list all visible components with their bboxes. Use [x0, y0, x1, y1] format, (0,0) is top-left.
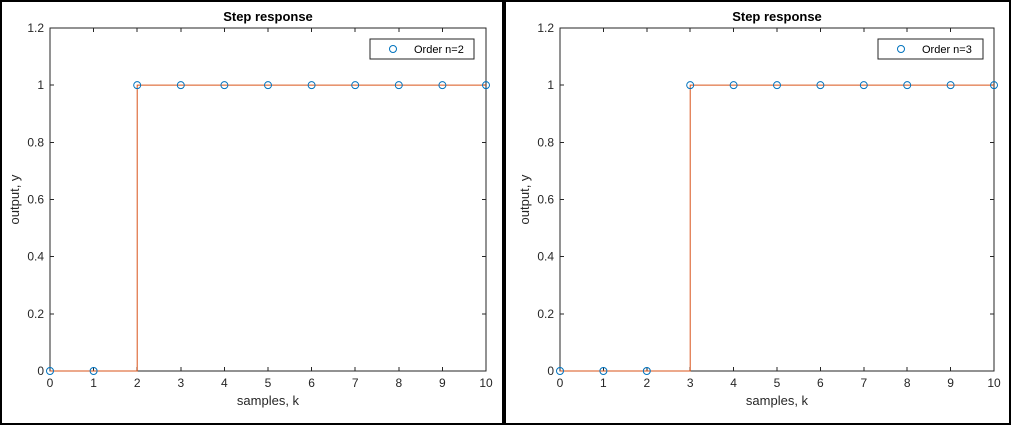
- legend: Order n=2: [369, 38, 475, 60]
- data-point-marker: [264, 81, 272, 90]
- y-tick-label: 0: [37, 364, 44, 378]
- chart-panel-right: Step response 0 1 2 3 4 5 6 7 8 9 10 0 0.2 0.4 0.6 0.8 1 1…: [504, 0, 1011, 425]
- y-tick-label: 0.8: [537, 135, 554, 149]
- data-point-marker: [686, 81, 695, 90]
- y-tick-label: 0.4: [27, 250, 44, 264]
- x-tick-label: 4: [730, 376, 737, 390]
- data-point-marker: [438, 81, 447, 90]
- legend-box: [877, 38, 984, 60]
- data-point-marker: [599, 367, 608, 375]
- x-axis-label: samples, k: [746, 393, 809, 408]
- x-tick-label: 6: [308, 376, 315, 390]
- legend-label: Order n=3: [922, 44, 972, 56]
- x-tick-label: 9: [947, 376, 954, 390]
- chart-title: Step response: [223, 9, 313, 24]
- y-tick-label: 0.4: [537, 250, 554, 264]
- data-point-marker: [46, 367, 54, 375]
- legend-box: [369, 38, 475, 60]
- step-response-chart-order-2: Step response 0 1 2 3 4 5 6 7 8 9 10 0 0.2 0.4 0.6 0.8 1 1…: [7, 9, 493, 408]
- x-tick-label: 3: [687, 376, 694, 390]
- data-point-marker: [990, 81, 998, 90]
- data-point-marker: [642, 367, 651, 375]
- legend-marker: [389, 45, 397, 53]
- x-tick-label: 5: [265, 376, 272, 390]
- x-tick-label: 8: [904, 376, 911, 390]
- data-point-marker: [176, 81, 185, 90]
- y-axis-label: output, y: [7, 174, 22, 224]
- x-tick-label: 10: [987, 376, 1001, 390]
- chart-title: Step response: [732, 9, 822, 24]
- y-tick-label: 1.2: [27, 21, 44, 35]
- x-tick-label: 9: [439, 376, 446, 390]
- x-tick-label: 3: [177, 376, 184, 390]
- y-tick-label: 0.8: [27, 135, 44, 149]
- chart-panel-left: Step response 0 1 2 3 4 5 6 7 8 9 10 0 0.2 0.4 0.6 0.8 1 1…: [0, 0, 504, 425]
- data-point-marker: [816, 81, 825, 90]
- step-response-chart-order-3: Step response 0 1 2 3 4 5 6 7 8 9 10 0 0.2 0.4 0.6 0.8 1 1…: [517, 9, 1001, 408]
- x-tick-label: 0: [557, 376, 564, 390]
- x-tick-label: 4: [221, 376, 228, 390]
- y-tick-label: 1: [37, 78, 44, 92]
- x-tick-label: 8: [395, 376, 402, 390]
- x-tick-label: 2: [134, 376, 141, 390]
- data-point-marker: [307, 81, 316, 90]
- x-tick-label: 5: [774, 376, 781, 390]
- x-tick-label: 10: [479, 376, 493, 390]
- step-line-series: [50, 84, 486, 372]
- y-tick-label: 1: [547, 78, 554, 92]
- x-tick-label: 7: [860, 376, 867, 390]
- x-tick-label: 7: [352, 376, 359, 390]
- data-point-marker: [89, 367, 98, 375]
- data-point-marker: [351, 81, 360, 90]
- data-point-marker: [482, 81, 490, 90]
- data-point-marker: [773, 81, 781, 90]
- x-tick-label: 0: [47, 376, 54, 390]
- plot-area-box: [49, 27, 487, 372]
- step-line-series: [560, 84, 994, 372]
- y-tick-label: 0.2: [27, 307, 44, 321]
- y-tick-label: 0.6: [27, 193, 44, 207]
- data-point-marker: [133, 81, 142, 90]
- y-tick-label: 0: [547, 364, 554, 378]
- x-axis-label: samples, k: [237, 393, 300, 408]
- data-point-marker: [903, 81, 912, 90]
- data-point-marker: [859, 81, 868, 90]
- x-tick-label: 1: [600, 376, 607, 390]
- data-point-marker: [946, 81, 955, 90]
- y-axis-label: output, y: [517, 174, 532, 224]
- legend-marker: [897, 45, 905, 53]
- x-tick-label: 6: [817, 376, 824, 390]
- plot-area-box: [559, 27, 995, 372]
- legend-label: Order n=2: [414, 44, 464, 56]
- data-point-marker: [556, 367, 564, 375]
- x-tick-label: 1: [90, 376, 97, 390]
- y-tick-label: 0.2: [537, 307, 554, 321]
- y-tick-label: 0.6: [537, 193, 554, 207]
- x-tick-label: 2: [643, 376, 650, 390]
- data-point-marker: [220, 81, 229, 90]
- data-point-marker: [394, 81, 403, 90]
- data-point-marker: [729, 81, 738, 90]
- y-tick-label: 1.2: [537, 21, 554, 35]
- legend: Order n=3: [877, 38, 984, 60]
